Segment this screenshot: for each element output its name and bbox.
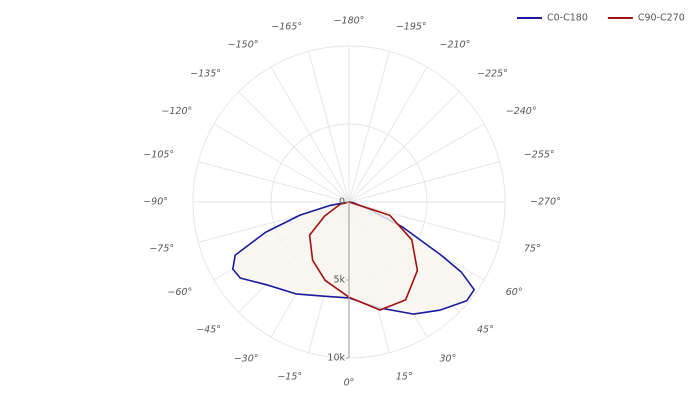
radial-tick-label: 5k bbox=[333, 275, 345, 286]
angular-tick-label: −135° bbox=[190, 69, 221, 80]
angular-tick-label: 45° bbox=[477, 324, 494, 335]
angular-tick-label: 60° bbox=[506, 287, 523, 298]
radial-tick-label: 10k bbox=[327, 353, 345, 364]
angular-tick-label: −45° bbox=[196, 324, 221, 335]
legend: C0-C180 C90-C270 bbox=[517, 13, 685, 24]
angular-tick-label: −195° bbox=[396, 22, 427, 33]
angular-tick-label: −15° bbox=[277, 371, 302, 382]
angular-tick-label: −120° bbox=[161, 106, 192, 117]
angular-tick-label: −225° bbox=[477, 69, 508, 80]
angular-tick-label: −210° bbox=[440, 40, 471, 51]
angular-tick-label: −150° bbox=[228, 40, 259, 51]
angular-tick-label: −75° bbox=[149, 243, 174, 254]
angular-tick-label: −270° bbox=[530, 197, 561, 208]
angular-tick-label: −60° bbox=[167, 287, 192, 298]
legend-label: C90-C270 bbox=[638, 13, 685, 24]
angular-tick-label: −30° bbox=[234, 353, 259, 364]
angular-tick-label: −180° bbox=[334, 16, 365, 27]
angular-tick-label: −165° bbox=[271, 22, 302, 33]
angular-tick-label: −105° bbox=[143, 150, 174, 161]
angular-tick-label: 75° bbox=[524, 243, 541, 254]
series-group bbox=[232, 201, 475, 315]
angular-tick-label: 30° bbox=[440, 353, 457, 364]
angular-tick-label: 15° bbox=[396, 371, 413, 382]
angular-tick-label: −255° bbox=[524, 150, 555, 161]
legend-label: C0-C180 bbox=[547, 13, 588, 24]
radial-tick-label: 0 bbox=[339, 197, 345, 208]
angular-tick-label: −240° bbox=[506, 106, 537, 117]
angular-tick-label: 0° bbox=[344, 378, 355, 389]
angular-tick-label: −90° bbox=[143, 197, 168, 208]
